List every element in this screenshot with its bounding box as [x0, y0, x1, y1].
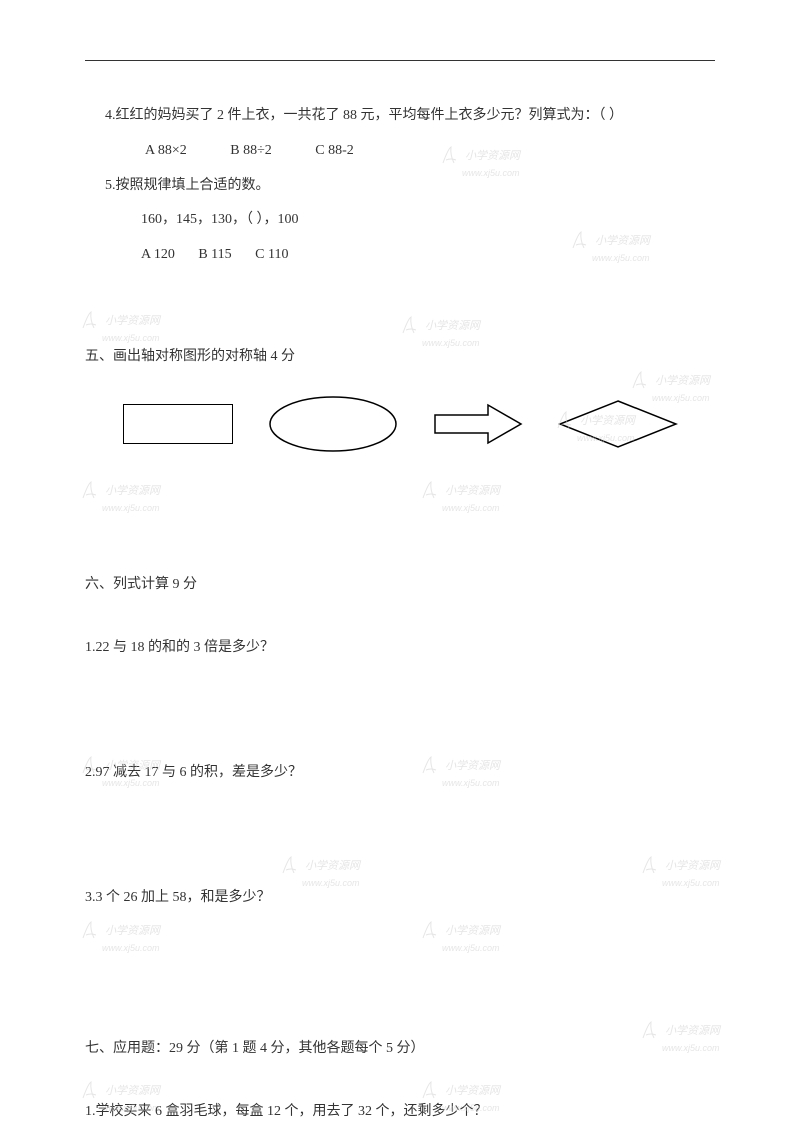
watermark: 小学资源网www.xj5u.com — [80, 310, 160, 344]
spacer — [85, 613, 715, 633]
q5-choice-b: B 115 — [198, 240, 231, 271]
q4-choice-b: B 88÷2 — [230, 136, 272, 167]
shape-rectangle — [123, 404, 233, 444]
section7-title: 七、应用题：29 分（第 1 题 4 分，其他各题每个 5 分） — [85, 1037, 715, 1057]
section5-title: 五、画出轴对称图形的对称轴 4 分 — [85, 345, 715, 365]
spacer — [85, 668, 715, 738]
q5-text: 5.按照规律填上合适的数。 — [85, 171, 715, 202]
spacer — [85, 793, 715, 863]
shape-diamond — [558, 399, 678, 449]
q4-body: 红红的妈妈买了 2 件上衣，一共花了 88 元，平均每件上衣多少元？列算式为：（… — [116, 108, 624, 123]
shapes-container — [85, 395, 715, 453]
spacer — [85, 917, 715, 987]
section6-title: 六、列式计算 9 分 — [85, 573, 715, 593]
section6-q1: 1.22 与 18 的和的 3 倍是多少？ — [85, 633, 715, 664]
q5-sequence: 160，145，130，（ ），100 — [85, 205, 715, 236]
spacer — [85, 503, 715, 543]
q5-body: 按照规律填上合适的数。 — [116, 178, 270, 193]
q4-number: 4. — [105, 108, 116, 123]
q5-choices: A 120 B 115 C 110 — [85, 240, 715, 271]
spacer — [85, 275, 715, 315]
watermark: 小学资源网www.xj5u.com — [400, 315, 480, 349]
q5-choice-a: A 120 — [141, 240, 175, 271]
page-top-rule — [85, 60, 715, 61]
shape-arrow — [433, 403, 523, 445]
q5-number: 5. — [105, 178, 116, 193]
spacer — [85, 738, 715, 758]
q4-choice-a: A 88×2 — [145, 136, 187, 167]
spacer — [85, 863, 715, 883]
q5-choice-c: C 110 — [255, 240, 288, 271]
q4-choice-c: C 88-2 — [315, 136, 354, 167]
section6-q2: 2.97 减去 17 与 6 的积，差是多少？ — [85, 758, 715, 789]
q4-choices: A 88×2 B 88÷2 C 88-2 — [85, 136, 715, 167]
section7-q1: 1.学校买来 6 盒羽毛球，每盒 12 个，用去了 32 个，还剩多少个？ — [85, 1097, 715, 1128]
shape-ellipse — [268, 395, 398, 453]
spacer — [85, 987, 715, 1007]
q4-text: 4.红红的妈妈买了 2 件上衣，一共花了 88 元，平均每件上衣多少元？列算式为… — [85, 101, 715, 132]
spacer — [85, 1077, 715, 1097]
section6-q3: 3.3 个 26 加上 58，和是多少？ — [85, 883, 715, 914]
